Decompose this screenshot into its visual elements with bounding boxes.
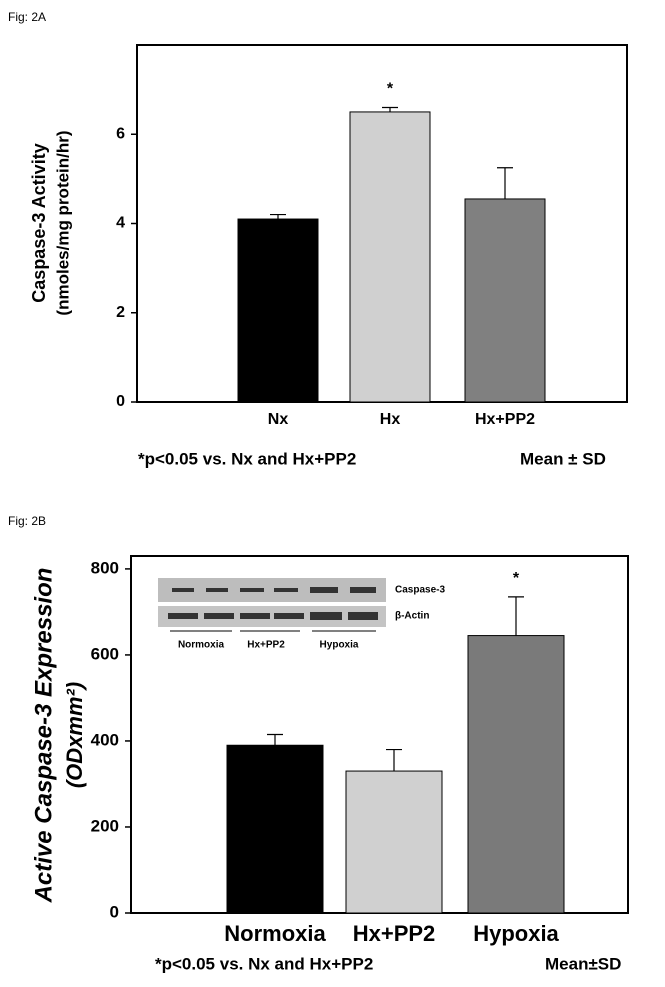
x-tick-label: Normoxia	[224, 921, 326, 946]
error-bar	[497, 167, 513, 199]
error-bar	[508, 596, 524, 636]
y-tick-label: 6	[116, 125, 125, 142]
blot-group-label: Hx+PP2	[247, 640, 285, 651]
y-tick-label: 2	[116, 304, 125, 321]
bar	[464, 198, 546, 403]
y-tick-label: 200	[91, 816, 119, 835]
blot-row-label: β-Actin	[395, 611, 429, 622]
y-axis-label: (nmoles/mg protein/hr)	[53, 130, 72, 315]
blot-group-label: Normoxia	[178, 640, 225, 651]
bar	[237, 218, 319, 403]
footnote: *p<0.05 vs. Nx and Hx+PP2	[138, 449, 356, 468]
figure-label: Fig: 2B	[8, 514, 46, 528]
footnote: *p<0.05 vs. Nx and Hx+PP2	[155, 954, 373, 973]
footnote: Mean±SD	[545, 954, 621, 973]
blot-row-label: Caspase-3	[395, 585, 445, 596]
y-axis-label: (ODxmm²)	[62, 682, 87, 788]
bar	[467, 635, 565, 914]
y-axis-label: Active Caspase-3 Expression	[30, 568, 57, 904]
figure-label: Fig: 2A	[8, 10, 46, 24]
significance-marker: *	[387, 81, 394, 98]
y-tick-label: 800	[91, 558, 119, 577]
footnote: Mean ± SD	[520, 449, 606, 468]
y-tick-label: 0	[116, 393, 125, 410]
x-tick-label: Hx+PP2	[475, 411, 535, 428]
blot-group-label: Hypoxia	[320, 640, 359, 651]
x-tick-label: Hx	[380, 411, 401, 428]
significance-marker: *	[513, 570, 520, 587]
bar	[226, 744, 324, 914]
y-tick-label: 0	[110, 902, 119, 921]
x-tick-label: Hx+PP2	[353, 921, 436, 946]
error-bar	[386, 748, 402, 772]
y-tick-label: 600	[91, 644, 119, 663]
error-bar	[270, 213, 286, 220]
bar	[345, 770, 443, 914]
x-tick-label: Nx	[268, 411, 289, 428]
error-bar	[382, 106, 398, 112]
bar	[349, 111, 431, 403]
y-axis-label: Caspase-3 Activity	[29, 143, 49, 302]
blot-inset	[158, 578, 386, 632]
x-tick-label: Hypoxia	[473, 921, 559, 946]
y-tick-label: 4	[116, 215, 125, 232]
y-tick-label: 400	[91, 730, 119, 749]
error-bar	[267, 733, 283, 746]
